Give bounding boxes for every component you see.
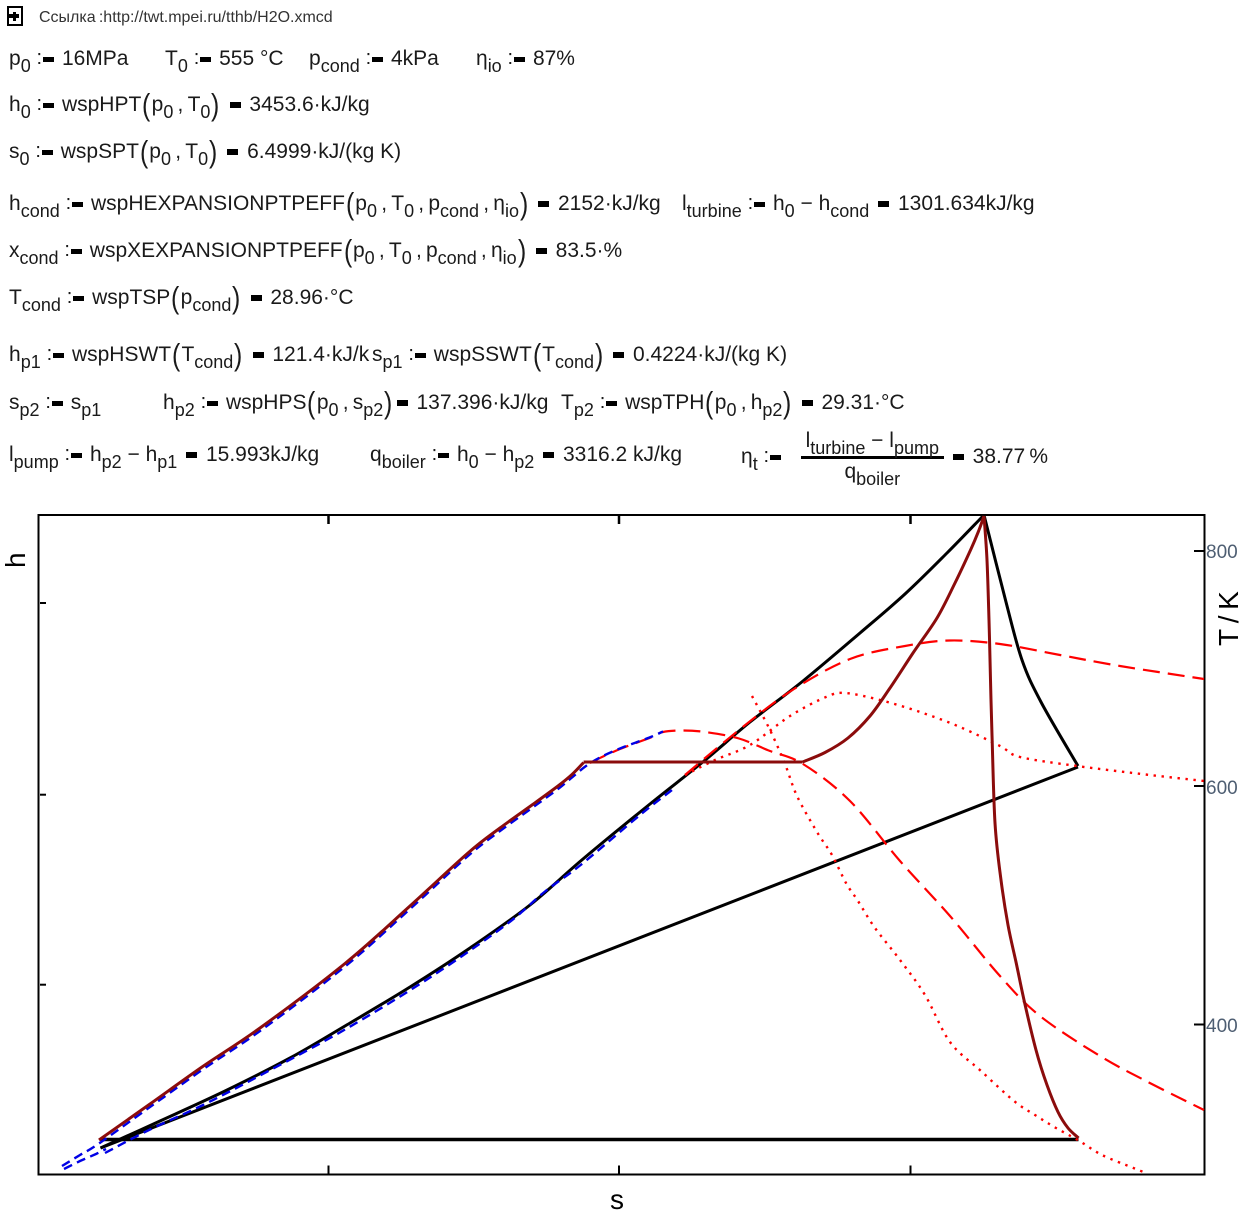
svg-text:400: 400 [1206, 1016, 1238, 1037]
svg-text:800: 800 [1206, 542, 1238, 563]
svg-text:s: s [610, 1184, 624, 1215]
svg-text:h: h [0, 552, 31, 568]
svg-text:600: 600 [1206, 778, 1238, 799]
svg-text:T / K: T / K [1213, 591, 1244, 646]
